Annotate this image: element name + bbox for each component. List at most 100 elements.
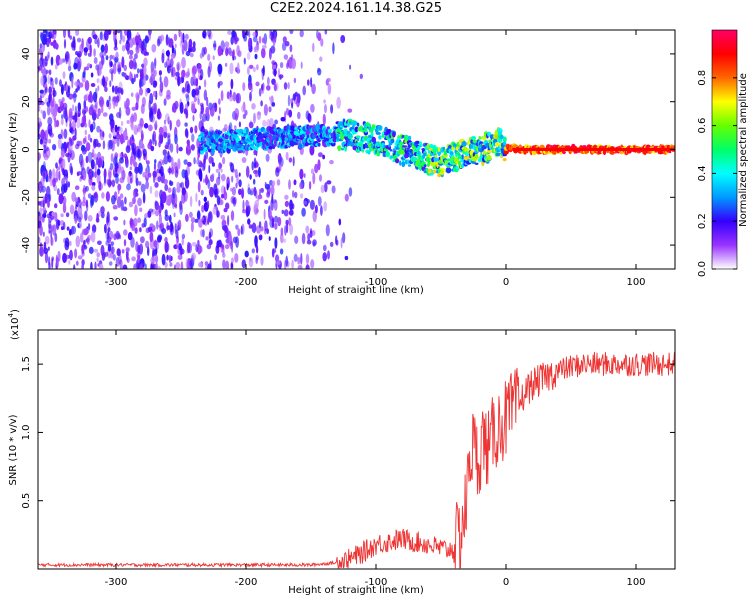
heatmap-cell — [50, 237, 54, 247]
heatmap-cell — [350, 138, 354, 142]
heatmap-cell — [319, 128, 322, 134]
heatmap-cell — [268, 106, 272, 113]
heatmap-cell — [162, 149, 167, 156]
heatmap-cell — [294, 191, 298, 199]
heatmap-cell — [320, 38, 324, 47]
heatmap-cell — [449, 154, 455, 157]
heatmap-cell — [96, 78, 100, 84]
heatmap-cell — [165, 34, 169, 46]
heatmap-cell — [242, 82, 246, 92]
heatmap-cell — [90, 194, 95, 207]
heatmap-cell — [169, 58, 174, 68]
heatmap-cell — [104, 223, 107, 234]
heatmap-cell — [52, 87, 56, 98]
heatmap-cell — [40, 129, 46, 140]
heatmap-cell — [57, 137, 62, 149]
heatmap-cell — [138, 40, 142, 48]
heatmap-cell — [150, 67, 155, 76]
heatmap-cell — [174, 43, 177, 49]
heatmap-cell — [187, 161, 192, 167]
heatmap-cell — [253, 112, 256, 124]
heatmap-cell — [224, 62, 228, 67]
heatmap-cell — [81, 259, 85, 266]
heatmap-cell — [177, 219, 182, 231]
heatmap-cell — [134, 35, 140, 43]
heatmap-cell — [62, 203, 67, 214]
heatmap-cell — [88, 106, 94, 116]
heatmap-cell — [135, 45, 140, 54]
heatmap-cell — [284, 194, 289, 200]
heatmap-cell — [406, 147, 410, 150]
heatmap-cell — [64, 106, 68, 117]
heatmap-cell — [298, 144, 302, 148]
heatmap-cell — [299, 168, 304, 180]
heatmap-cell — [227, 30, 232, 35]
heatmap-cell — [241, 104, 246, 113]
heatmap-cell — [218, 171, 221, 180]
spectrogram-y-tick-label: -40 — [21, 237, 32, 253]
heatmap-cell — [390, 138, 395, 144]
heatmap-cell — [265, 153, 270, 162]
heatmap-cell — [293, 141, 298, 146]
heatmap-cell — [155, 209, 159, 217]
heatmap-cell — [197, 239, 200, 246]
heatmap-cell — [82, 71, 86, 79]
heatmap-cell — [340, 35, 346, 43]
heatmap-cell — [144, 87, 148, 97]
heatmap-cell — [216, 176, 219, 185]
heatmap-cell — [140, 130, 144, 142]
heatmap-cell — [109, 113, 114, 122]
heatmap-cell — [288, 209, 294, 216]
heatmap-cell — [293, 179, 297, 186]
heatmap-cell — [228, 93, 234, 102]
heatmap-cell — [312, 239, 317, 247]
heatmap-cell — [79, 199, 82, 209]
heatmap-cell — [271, 78, 276, 85]
heatmap-cell — [176, 119, 181, 128]
heatmap-cell — [324, 182, 328, 193]
heatmap-cell — [134, 204, 138, 217]
heatmap-cell — [44, 56, 49, 66]
heatmap-cell — [164, 61, 168, 68]
heatmap-cell — [407, 164, 412, 167]
heatmap-cell — [161, 228, 167, 234]
heatmap-cell — [69, 204, 75, 215]
heatmap-cell — [83, 228, 88, 236]
heatmap-cell — [87, 215, 93, 222]
heatmap-cell — [305, 264, 310, 269]
heatmap-cell — [148, 99, 151, 111]
heatmap-cell — [174, 134, 178, 145]
colorbar-tick-label: 0.4 — [697, 165, 708, 181]
heatmap-cell — [47, 116, 53, 126]
heatmap-cell — [46, 105, 51, 116]
heatmap-cell — [139, 258, 144, 264]
heatmap-cell — [167, 155, 172, 163]
heatmap-cell — [268, 146, 274, 150]
heatmap-cell — [62, 221, 66, 230]
heatmap-cell — [235, 182, 238, 189]
heatmap-cell — [250, 188, 254, 193]
heatmap-cell — [198, 218, 203, 228]
heatmap-cell — [102, 131, 105, 138]
heatmap-cell — [130, 176, 133, 184]
heatmap-cell — [202, 113, 207, 122]
heatmap-cell — [249, 174, 252, 180]
heatmap-cell — [164, 209, 168, 217]
heatmap-cell — [273, 83, 277, 92]
heatmap-cell — [43, 241, 47, 251]
heatmap-cell — [154, 139, 157, 147]
heatmap-cell — [114, 96, 119, 107]
heatmap-cell — [62, 71, 66, 79]
heatmap-cell — [87, 133, 91, 141]
heatmap-cell — [154, 159, 157, 164]
heatmap-cell — [177, 75, 180, 86]
heatmap-cell — [51, 211, 56, 217]
heatmap-cell — [222, 127, 228, 132]
heatmap-cell — [129, 156, 133, 166]
heatmap-cell — [81, 244, 85, 255]
heatmap-cell — [190, 217, 196, 223]
heatmap-cell — [235, 93, 240, 104]
spectrogram-y-tick-label: -20 — [21, 189, 32, 205]
heatmap-cell — [119, 258, 123, 269]
heatmap-cell — [60, 195, 65, 201]
